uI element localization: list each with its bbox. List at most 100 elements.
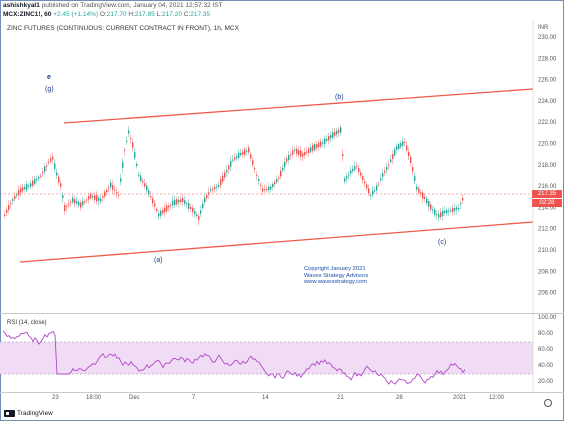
candle-body bbox=[362, 176, 364, 180]
candle-body bbox=[174, 199, 176, 206]
candle-body bbox=[16, 194, 18, 196]
candle-body bbox=[58, 176, 60, 183]
candle-body bbox=[60, 183, 62, 187]
candle-body bbox=[360, 172, 362, 176]
candle-body bbox=[304, 152, 306, 156]
candle-body bbox=[364, 181, 366, 184]
copyright-line-3[interactable]: www.wavesstrategy.com bbox=[304, 279, 368, 285]
publisher-name[interactable]: ashishkyal1 bbox=[3, 2, 40, 9]
candle-body bbox=[352, 168, 354, 172]
candle-body bbox=[150, 196, 152, 198]
candle-body bbox=[84, 201, 86, 203]
currency-label: INR bbox=[538, 25, 549, 31]
high-value: 217.85 bbox=[134, 11, 155, 18]
candle-body bbox=[114, 189, 116, 191]
candle-body bbox=[46, 165, 48, 167]
candle-body bbox=[148, 190, 150, 195]
candle-body bbox=[48, 161, 50, 163]
candle-body bbox=[282, 167, 284, 171]
candle-body bbox=[258, 178, 260, 182]
candle-body bbox=[432, 209, 434, 211]
candle-body bbox=[86, 199, 88, 201]
candle-body bbox=[356, 165, 358, 167]
candle-body bbox=[400, 143, 402, 147]
time-tick-label: 18:00 bbox=[86, 395, 102, 401]
candle-body bbox=[52, 156, 54, 160]
rsi-tick-label: 60.00 bbox=[538, 347, 554, 353]
candle-body bbox=[316, 144, 318, 148]
candle-body bbox=[286, 158, 288, 162]
price-chart[interactable]: INR 230.00 228.00 226.00 224.00 222.00 220.00… bbox=[0, 20, 564, 313]
rsi-tick-label: 20.00 bbox=[538, 379, 554, 385]
pane-separator[interactable] bbox=[0, 313, 564, 314]
rsi-tick-label: 80.00 bbox=[538, 331, 554, 337]
candle-body bbox=[404, 141, 406, 143]
candle-body bbox=[458, 207, 460, 209]
candle-body bbox=[450, 210, 452, 212]
candle-body bbox=[168, 205, 170, 208]
candle-body bbox=[406, 145, 408, 151]
candle-body bbox=[332, 132, 334, 138]
candle-body bbox=[396, 146, 398, 150]
candle-body bbox=[220, 179, 222, 186]
upper-channel-line bbox=[63, 88, 534, 124]
candle-body bbox=[106, 189, 108, 193]
candle-body bbox=[292, 150, 294, 155]
candle-body bbox=[212, 188, 214, 190]
rsi-tick-label: 100.00 bbox=[538, 315, 557, 321]
candle-body bbox=[184, 200, 186, 204]
candle-body bbox=[314, 144, 316, 150]
candle-body bbox=[256, 174, 258, 176]
open-label: O: bbox=[99, 11, 107, 18]
candle-body bbox=[18, 189, 20, 196]
candle-body bbox=[312, 145, 314, 151]
candle-body bbox=[210, 189, 212, 191]
candle-body bbox=[460, 203, 462, 205]
candle-body bbox=[276, 179, 278, 182]
candle-body bbox=[452, 207, 454, 213]
price-axis: 230.00 228.00 226.00 224.00 222.00 220.00 218.… bbox=[538, 35, 557, 297]
candle-body bbox=[74, 199, 76, 204]
candle-body bbox=[144, 183, 146, 187]
candle-body bbox=[330, 135, 332, 139]
candle-body bbox=[6, 209, 8, 213]
gear-icon[interactable] bbox=[544, 399, 552, 407]
candle-body bbox=[214, 186, 216, 190]
candle-body bbox=[164, 207, 166, 213]
candle-body bbox=[428, 201, 430, 207]
candle-body bbox=[342, 153, 344, 157]
close-label: C: bbox=[183, 11, 191, 18]
rsi-chart[interactable]: 100.00 80.00 60.00 40.00 20.00 bbox=[0, 314, 564, 392]
candle-body bbox=[426, 198, 428, 204]
time-tick-label: 12:00 bbox=[489, 395, 505, 401]
candle-body bbox=[172, 200, 174, 206]
candle-body bbox=[194, 211, 196, 215]
candle-body bbox=[226, 170, 228, 173]
candle-body bbox=[134, 152, 136, 158]
candle-body bbox=[180, 199, 182, 202]
candle-body bbox=[446, 209, 448, 214]
candle-body bbox=[308, 148, 310, 153]
candle-body bbox=[296, 148, 298, 154]
price-tick-label: 210.00 bbox=[538, 248, 557, 254]
candle-body bbox=[20, 187, 22, 193]
candle-body bbox=[24, 186, 26, 190]
candle-body bbox=[160, 210, 162, 216]
copyright-line-1: Copyright January 2021 bbox=[304, 266, 366, 272]
footer-brand[interactable]: TradingView bbox=[17, 410, 53, 417]
symbol-label[interactable]: MCX:ZINC1!, 60 bbox=[3, 11, 52, 18]
candle-body bbox=[350, 170, 352, 174]
candle-body bbox=[368, 188, 370, 194]
copyright-line-2: Waves Strategy Advisors bbox=[304, 272, 369, 279]
candle-body bbox=[264, 189, 266, 191]
open-value: 217.70 bbox=[106, 11, 127, 18]
candle-body bbox=[40, 175, 42, 177]
rsi-band bbox=[0, 342, 533, 374]
candle-body bbox=[10, 203, 12, 205]
candle-body bbox=[344, 178, 346, 182]
candle-body bbox=[206, 195, 208, 199]
candle-body bbox=[298, 150, 300, 155]
copyright-note: Copyright January 2021 Waves Strategy Ad… bbox=[304, 266, 368, 286]
candle-body bbox=[294, 149, 296, 151]
candle-body bbox=[288, 155, 290, 160]
